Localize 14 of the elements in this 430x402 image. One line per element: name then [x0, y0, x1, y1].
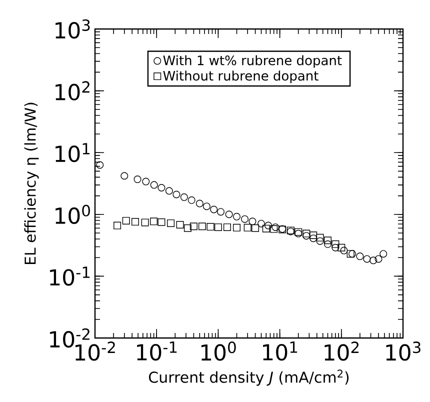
legend-label: Without rubrene dopant	[163, 70, 318, 84]
x-tick-label: 10$^{2}$	[324, 342, 358, 361]
y-axis-title: EL efficiency η (lm/W)	[24, 102, 39, 264]
x-tick-label: 10$^{3}$	[386, 342, 420, 361]
x-tick-label: 10$^{-1}$	[137, 342, 177, 361]
y-tick-label: 10$^{1}$	[56, 143, 90, 162]
y-tick-label: 10$^{3}$	[56, 19, 90, 39]
y-tick-label: 10$^{-1}$	[50, 266, 90, 286]
y-tick-label: 10$^{2}$	[56, 81, 90, 100]
legend-label: With 1 wt% rubrene dopant	[163, 55, 342, 68]
y-tick-label: 10$^{0}$	[56, 204, 90, 224]
x-tick-label: 10$^{1}$	[263, 342, 298, 361]
x-axis-title: Current density J (mA/cm$^{2}$)	[148, 370, 349, 386]
x-tick-label: 10$^{0}$	[201, 342, 236, 361]
